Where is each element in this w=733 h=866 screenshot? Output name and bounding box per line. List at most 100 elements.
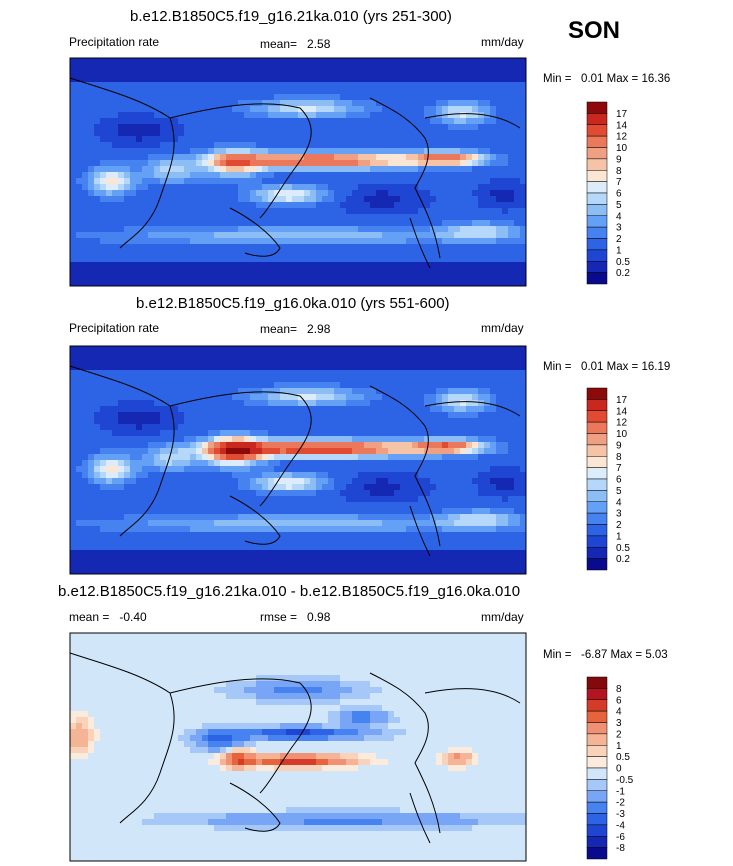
colorbar-tick-label: 0 — [616, 764, 622, 775]
colorbar-tick-label: 14 — [616, 406, 628, 417]
colorbar-tick-label: 1 — [616, 245, 622, 256]
panel-1-units: mm/day — [481, 35, 524, 49]
colorbar-tick-label: -1 — [616, 786, 625, 797]
colorbar-tick-label: 6 — [616, 475, 622, 486]
colorbar-tick-label: 17 — [616, 395, 628, 406]
coastline — [369, 385, 441, 547]
colorbar-tick-label: -4 — [616, 820, 625, 831]
map-frame — [69, 632, 527, 862]
colorbar-tick-label: 5 — [616, 200, 622, 211]
coastline — [424, 688, 521, 704]
colorbar-tick-label: 1 — [616, 531, 622, 542]
colorbar-swatch — [586, 124, 608, 137]
panel-3-min-value: -6.87 — [581, 649, 608, 661]
colorbar-swatch — [586, 238, 608, 251]
panel-1-mean-label: mean= 2.58 — [260, 37, 330, 51]
colorbar-tick-label: 8 — [616, 452, 622, 463]
colorbar-tick-label: 5 — [616, 486, 622, 497]
colorbar-tick-label: 4 — [616, 211, 622, 222]
colorbar-tick-label: 7 — [616, 463, 622, 474]
colorbar-tick-label: 0.5 — [616, 257, 630, 268]
panel-1-variable-label: Precipitation rate — [69, 35, 160, 49]
colorbar-swatch — [586, 135, 608, 148]
colorbar-tick-label: -6 — [616, 832, 625, 843]
colorbar-swatch — [586, 779, 608, 791]
colorbar-swatch — [586, 272, 608, 285]
panel-1-min-text: Min = — [543, 73, 572, 85]
colorbar-tick-label: 8 — [616, 166, 622, 177]
panel-2-minmax: Min = 0.01 Max = 16.19 — [543, 361, 670, 373]
colorbar-tick-label: 14 — [616, 120, 628, 131]
colorbar-tick-label: 10 — [616, 429, 628, 440]
season-label: SON — [568, 17, 621, 44]
colorbar-swatch — [586, 524, 608, 537]
colorbar-swatch — [586, 836, 608, 848]
coastline — [69, 77, 175, 249]
colorbar-swatch — [586, 490, 608, 502]
panel-3-units: mm/day — [481, 610, 524, 624]
colorbar-swatch — [586, 847, 608, 860]
colorbar-swatch — [586, 512, 608, 525]
colorbar-swatch — [586, 456, 608, 468]
colorbar-swatch — [586, 790, 608, 803]
colorbar-swatch — [586, 535, 608, 548]
colorbar-tick-label: 2 — [616, 234, 622, 245]
colorbar-swatch — [586, 824, 608, 837]
coastline — [69, 365, 175, 537]
panel-2-units: mm/day — [481, 321, 524, 335]
colorbar-tick-label: -0.5 — [616, 775, 634, 786]
colorbar-tick-label: 0.5 — [616, 752, 630, 763]
colorbar-tick-label: 0.5 — [616, 543, 630, 554]
colorbar-swatch — [586, 226, 608, 239]
colorbar-swatch — [586, 192, 608, 205]
panel-2-min-value: 0.01 — [581, 361, 604, 373]
colorbar-tick-label: 7 — [616, 177, 622, 188]
colorbar-swatch — [586, 113, 608, 125]
colorbar-tick-label: 3 — [616, 223, 622, 234]
colorbar-tick-label: 4 — [616, 497, 622, 508]
panel-1-mean-text: mean= — [260, 37, 298, 51]
colorbar-swatch — [586, 478, 608, 491]
map-frame — [69, 57, 527, 287]
coastline — [369, 97, 441, 259]
panel-2-variable-label: Precipitation rate — [69, 321, 160, 335]
panel-2-mean-value: 2.98 — [307, 322, 331, 336]
colorbar-tick-label: 9 — [616, 154, 622, 165]
panel-2-min-text: Min = — [543, 361, 572, 373]
colorbar-tick-label: 9 — [616, 440, 622, 451]
colorbar-tick-label: 17 — [616, 109, 628, 120]
coastline — [424, 113, 521, 129]
colorbar-tick-label: 0.2 — [616, 554, 630, 565]
coastline — [169, 103, 312, 219]
colorbar-swatch — [586, 387, 608, 400]
colorbar-swatch — [586, 676, 608, 689]
coastline — [409, 217, 431, 269]
panel-2-title: b.e12.B1850C5.f19_g16.0ka.010 (yrs 551-6… — [136, 295, 450, 312]
panel-1-title: b.e12.B1850C5.f19_g16.21ka.010 (yrs 251-… — [130, 8, 452, 25]
colorbar-swatch — [586, 688, 608, 700]
colorbar-swatch — [586, 756, 608, 769]
colorbar-tick-label: 3 — [616, 509, 622, 520]
colorbar-swatch — [586, 733, 608, 746]
coastline — [169, 678, 312, 794]
panel-1-max-value: 16.36 — [641, 73, 671, 85]
field-cells — [70, 633, 527, 862]
panel-3-rmse-text: rmse = — [260, 610, 298, 624]
colorbar-swatch — [586, 699, 608, 712]
panel-2-mean-label: mean= 2.98 — [260, 322, 330, 336]
colorbar-tick-label: 10 — [616, 143, 628, 154]
coastline — [229, 207, 281, 257]
panel-2-map — [69, 345, 527, 575]
panel-1-minmax: Min = 0.01 Max = 16.36 — [543, 73, 670, 85]
colorbar-tick-label: 2 — [616, 729, 622, 740]
coastline — [409, 792, 431, 844]
panel-2-max-text: Max = — [606, 361, 639, 373]
colorbar-tick-label: 0.2 — [616, 268, 630, 279]
panel-3-map — [69, 632, 527, 862]
colorbar-swatch — [586, 433, 608, 446]
colorbar-swatch — [586, 170, 608, 182]
colorbar-swatch — [586, 710, 608, 723]
colorbar-tick-label: 2 — [616, 520, 622, 531]
colorbar-swatch — [586, 558, 608, 571]
